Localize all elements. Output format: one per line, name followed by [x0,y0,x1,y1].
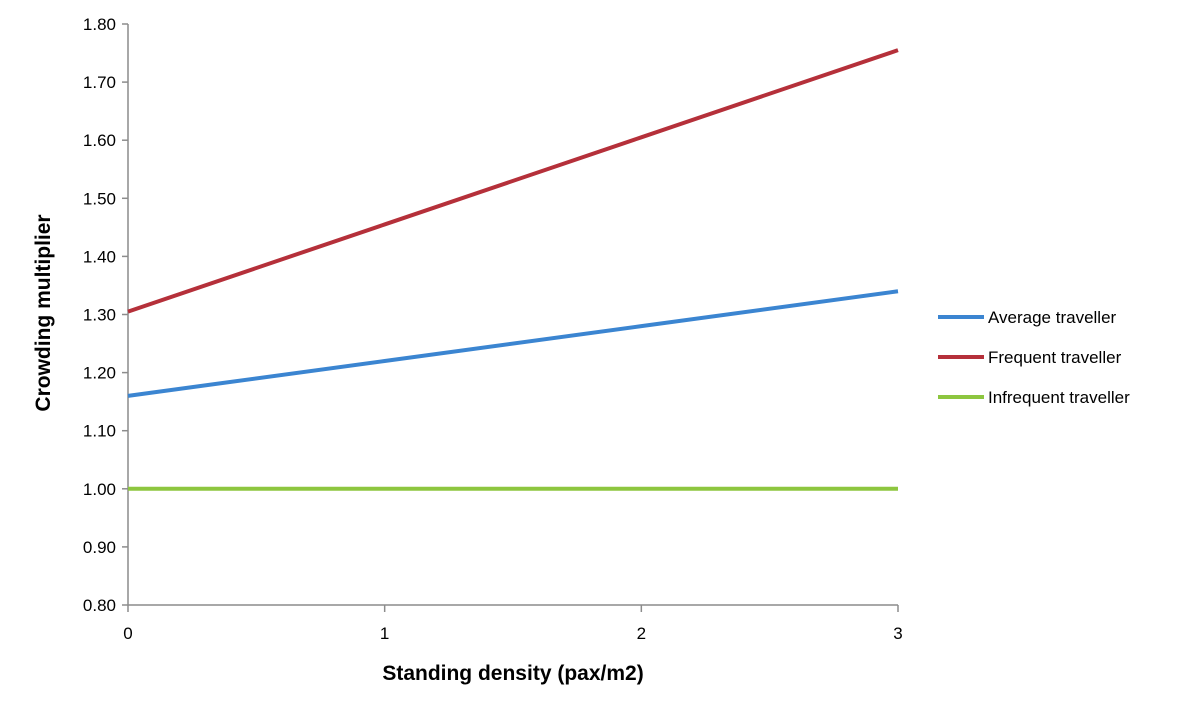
series-lines [127,48,899,491]
y-tick-label: 1.30 [83,306,116,325]
series-line-average-traveller [127,289,899,398]
legend-label: Infrequent traveller [988,388,1130,407]
x-tick-label: 1 [380,624,389,643]
y-axis-title: Crowding multiplier [32,214,55,411]
y-tick-label: 1.40 [83,247,116,266]
y-tick-label: 1.80 [83,15,116,34]
x-tick-label: 3 [893,624,902,643]
y-tick-label: 1.20 [83,364,116,383]
y-tick-label: 1.10 [83,422,116,441]
y-tick-label: 0.90 [83,538,116,557]
x-axis-title: Standing density (pax/m2) [382,662,643,685]
series-line-frequent-traveller [127,48,899,314]
y-tick-label: 1.00 [83,480,116,499]
y-tick-label: 0.80 [83,596,116,615]
y-tick-label: 1.70 [83,73,116,92]
x-tick-label: 2 [637,624,646,643]
y-tick-label: 1.50 [83,189,116,208]
legend-label: Average traveller [988,308,1117,327]
y-tick-label: 1.60 [83,131,116,150]
tick-marks: 0.80 0.90 1.00 1.10 1.20 1.30 1.40 1.50 1.60 1.70… [83,15,903,643]
x-tick-label: 0 [123,624,132,643]
legend-label: Frequent traveller [988,348,1122,367]
legend: Average traveller Frequent traveller Infre… [938,308,1130,407]
axes [127,24,898,606]
